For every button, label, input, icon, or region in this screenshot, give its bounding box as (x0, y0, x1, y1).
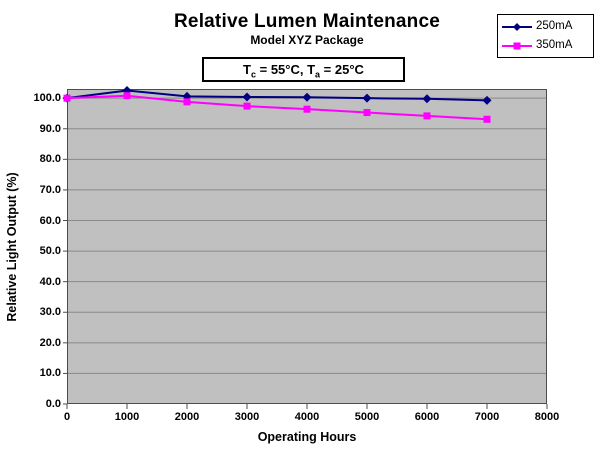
diamond-marker (362, 93, 372, 103)
square-marker (363, 109, 371, 117)
square-legend-icon (502, 42, 532, 49)
y-tick-label: 80.0 (39, 153, 61, 166)
square-marker (423, 112, 431, 120)
diamond-marker (482, 95, 492, 105)
x-tick-label: 7000 (474, 411, 500, 423)
y-tick-label: 60.0 (39, 214, 61, 227)
x-tick-label: 2000 (174, 411, 200, 423)
y-tick-label: 10.0 (39, 367, 61, 380)
legend-label: 250mA (536, 20, 573, 32)
square-marker (303, 105, 311, 113)
series-line-250mA (66, 89, 488, 102)
x-tick-label: 4000 (294, 411, 320, 423)
legend-label: 350mA (536, 39, 573, 51)
x-tick-label: 1000 (114, 411, 140, 423)
y-tick-label: 90.0 (39, 122, 61, 135)
chart-title: Relative Lumen Maintenance (174, 11, 440, 32)
temperature-annotation-box: Tc = 55°C, Ta = 25°C (202, 57, 405, 82)
chart-subtitle: Model XYZ Package (250, 33, 364, 47)
x-tick-label: 0 (63, 411, 71, 423)
x-tick-label: 6000 (414, 411, 440, 423)
diamond-marker (422, 94, 432, 104)
series-line-350mA (66, 94, 488, 121)
x-tick-label: 3000 (234, 411, 260, 423)
diamond-legend-icon (502, 22, 532, 31)
square-marker (123, 92, 131, 100)
x-tick-label: 5000 (354, 411, 380, 423)
y-tick-label: 100.0 (33, 92, 61, 105)
diamond-marker (242, 92, 252, 102)
diamond-marker (302, 92, 312, 102)
annotation-text: Tc = 55°C, Ta = 25°C (243, 62, 364, 80)
y-tick-label: 70.0 (39, 183, 61, 196)
y-tick-label: 50.0 (39, 245, 61, 258)
square-marker (183, 98, 191, 106)
y-tick-label: 40.0 (39, 275, 61, 288)
square-marker (483, 115, 491, 123)
plot-area (67, 89, 547, 404)
y-tick-label: 20.0 (39, 336, 61, 349)
y-tick-label: 0.0 (45, 398, 61, 410)
legend: 250mA 350mA (497, 14, 594, 58)
x-axis-title: Operating Hours (257, 430, 357, 444)
y-tick-label: 30.0 (39, 306, 61, 319)
plot-border (67, 89, 547, 404)
square-marker (243, 102, 251, 110)
legend-entry-350mA: 350mA (498, 37, 593, 55)
square-marker (63, 94, 71, 102)
y-axis-title: Relative Light Output (%) (5, 172, 19, 322)
legend-entry-250mA: 250mA (498, 18, 593, 36)
x-tick-label: 8000 (534, 411, 560, 423)
